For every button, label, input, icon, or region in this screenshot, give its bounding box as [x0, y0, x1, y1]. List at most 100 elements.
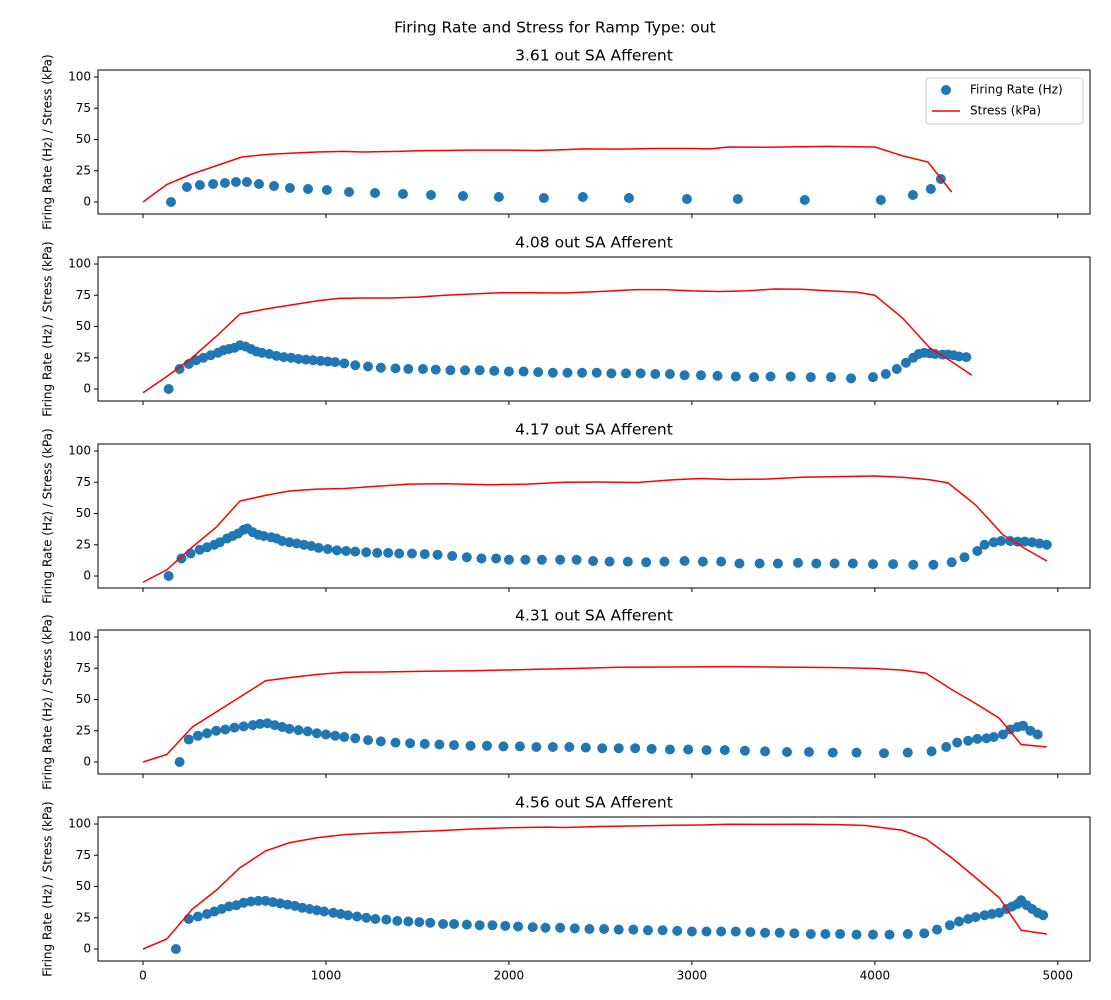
stress-line	[142, 823, 1047, 950]
firing-point	[902, 929, 913, 939]
firing-point	[888, 559, 899, 570]
firing-point	[785, 371, 796, 382]
firing-point	[284, 723, 295, 734]
firing-point	[533, 367, 544, 378]
firing-point	[397, 189, 408, 199]
firing-point	[220, 724, 231, 735]
firing-point	[211, 725, 222, 736]
firing-point	[628, 924, 639, 935]
y-tick-label: 75	[76, 661, 91, 675]
y-tick-label: 50	[76, 132, 91, 146]
y-tick-label: 50	[76, 319, 91, 333]
firing-point	[341, 546, 352, 556]
firing-point	[961, 352, 972, 363]
firing-point	[979, 539, 990, 550]
firing-point	[930, 349, 941, 359]
firing-point	[621, 368, 632, 379]
firing-point	[339, 358, 350, 369]
firing-point	[513, 921, 524, 932]
firing-point	[269, 181, 280, 191]
firing-point	[696, 370, 707, 381]
firing-point	[202, 728, 213, 739]
firing-point	[330, 357, 341, 368]
firing-point	[805, 929, 816, 939]
x-tick-label: 4000	[860, 969, 891, 983]
firing-point	[730, 926, 741, 937]
y-axis-label: Firing Rate (Hz) / Stress (kPa)	[41, 241, 55, 416]
firing-point	[646, 743, 657, 754]
firing-point	[577, 192, 588, 202]
firing-point	[449, 740, 460, 751]
firing-point	[577, 367, 588, 378]
firing-point	[255, 718, 266, 729]
firing-point	[461, 552, 472, 563]
stress-line	[142, 665, 1047, 763]
x-tick-label: 1000	[311, 969, 342, 983]
firing-point	[569, 923, 580, 934]
firing-point	[805, 372, 816, 383]
firing-point	[403, 916, 414, 927]
firing-point	[803, 747, 814, 757]
firing-point	[584, 924, 595, 934]
y-tick-label: 25	[76, 163, 91, 177]
firing-point	[681, 194, 692, 204]
firing-point	[361, 912, 372, 923]
firing-point	[372, 547, 383, 558]
firing-point	[972, 546, 983, 556]
firing-point	[878, 748, 889, 759]
firing-point	[745, 927, 756, 938]
firing-point	[902, 747, 913, 758]
firing-point	[361, 547, 372, 558]
firing-point	[293, 725, 304, 736]
x-tick-label: 5000	[1043, 969, 1074, 983]
firing-point	[952, 737, 963, 748]
firing-point	[331, 545, 342, 556]
firing-point	[891, 364, 902, 374]
axes-frame	[97, 256, 1091, 402]
firing-point	[900, 357, 911, 368]
firing-point	[192, 730, 203, 741]
firing-point	[181, 182, 192, 192]
firing-point	[868, 559, 879, 570]
firing-point	[954, 916, 965, 927]
firing-point	[679, 556, 690, 566]
subplot-title: 3.61 out SA Afferent	[515, 47, 673, 65]
firing-point	[344, 187, 355, 197]
firing-point	[941, 742, 952, 752]
firing-point	[414, 917, 425, 928]
firing-point	[597, 743, 608, 754]
firing-point	[170, 944, 181, 954]
firing-point	[425, 917, 436, 928]
firing-point	[765, 371, 776, 382]
y-tick-label: 75	[76, 848, 91, 862]
firing-point	[465, 740, 476, 751]
y-tick-label: 100	[68, 817, 91, 831]
firing-point	[342, 910, 353, 921]
firing-point	[308, 355, 319, 366]
firing-point	[875, 195, 886, 205]
firing-point	[194, 180, 205, 190]
firing-point	[851, 747, 862, 758]
firing-point	[315, 355, 326, 366]
firing-point	[829, 558, 840, 569]
firing-point	[430, 364, 441, 375]
firing-point	[811, 558, 822, 569]
firing-point	[375, 362, 386, 373]
legend-label: Firing Rate (Hz)	[970, 83, 1063, 97]
y-tick-label: 0	[83, 942, 91, 956]
firing-point	[394, 548, 405, 559]
stress-line	[142, 145, 953, 203]
firing-point	[313, 542, 324, 553]
firing-point	[926, 746, 937, 757]
firing-point	[491, 553, 502, 564]
firing-point	[381, 914, 392, 925]
firing-point	[591, 367, 602, 378]
firing-point	[1041, 539, 1052, 550]
firing-point	[474, 365, 485, 376]
firing-point	[363, 735, 374, 746]
firing-point	[846, 373, 857, 384]
firing-point	[321, 185, 332, 195]
firing-point	[163, 571, 174, 581]
firing-point	[476, 553, 487, 564]
firing-point	[564, 742, 575, 752]
